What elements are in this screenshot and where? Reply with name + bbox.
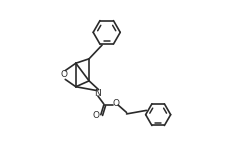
Text: N: N <box>95 89 101 98</box>
Text: O: O <box>92 111 99 120</box>
Text: O: O <box>112 99 119 108</box>
Text: O: O <box>61 70 68 80</box>
